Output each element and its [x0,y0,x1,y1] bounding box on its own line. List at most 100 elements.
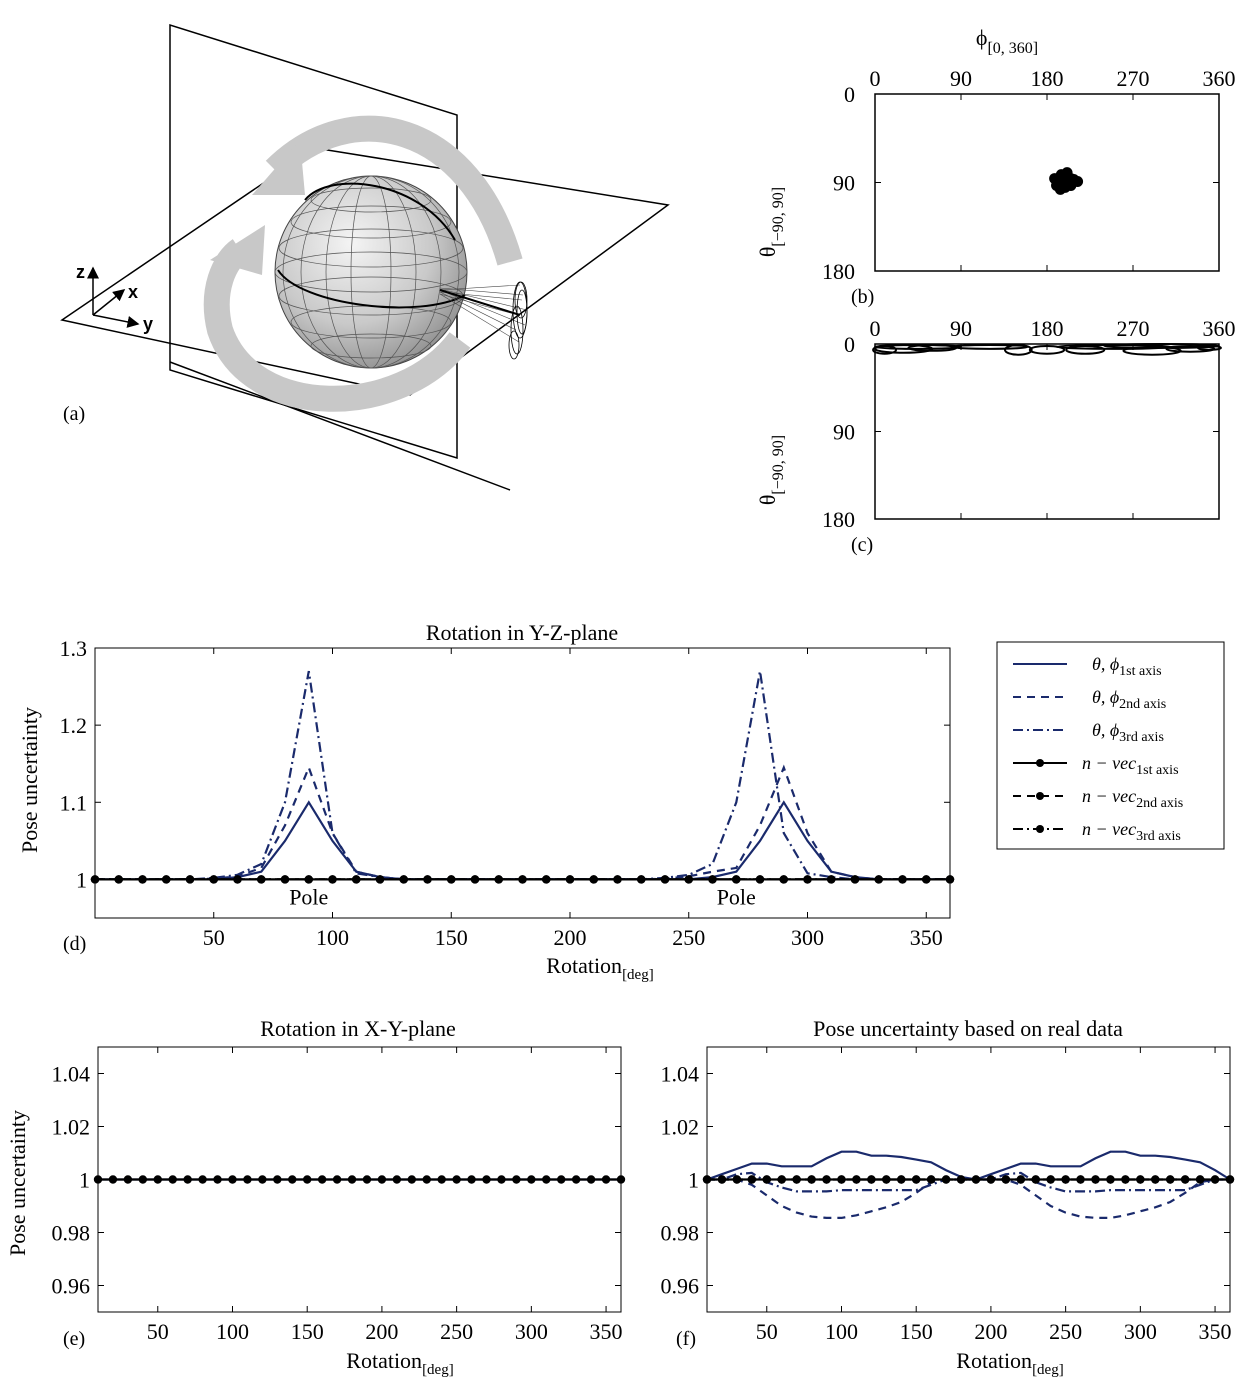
series-marker [708,875,717,884]
y-tick-label: 90 [833,420,855,445]
series-marker [747,1175,757,1184]
axis-z-label: z [76,262,85,282]
series-line-1 [707,1178,1230,1220]
series-marker [589,875,598,884]
x-tick-label: 180 [1031,66,1064,91]
vertical-plane [169,23,458,460]
series-marker [717,1175,727,1184]
series-marker [258,1175,267,1184]
series-marker [93,1175,103,1184]
data-point [1065,179,1077,191]
series-marker [792,1175,801,1184]
series-marker [837,1175,846,1184]
xlabel-b-sub: [0, 360] [987,40,1038,57]
series-marker [684,875,693,884]
axis-y-label: y [143,314,153,334]
series-marker [912,1175,921,1184]
series-marker [303,1175,312,1184]
plot-frame [874,343,1220,520]
series-marker [956,1175,966,1184]
plot-f: Pose uncertainty based on real data Rota… [661,1016,1235,1378]
series-marker [362,1175,372,1184]
series-marker [377,1175,387,1184]
series-marker [926,1175,936,1184]
series-marker [512,1175,521,1184]
panel-label-c: (c) [851,534,873,556]
series-marker [452,1175,461,1184]
series-marker [273,1175,282,1184]
x-tick-label: 270 [1117,316,1150,341]
y-tick-label: 0 [844,82,855,107]
series-marker [209,875,218,884]
series-marker [447,875,456,884]
y-tick-label: 180 [822,259,855,284]
ylabel-e: Pose uncertainty [5,1110,30,1256]
series-marker [1151,1175,1160,1184]
series-marker [945,875,955,884]
series-marker [280,875,290,884]
plot-b: ϕ[0, 360] θ[−90, 90] 0 90 180 270 360 0 90 180 [755,25,1236,284]
x-tick-label: 0 [870,316,881,341]
series-marker [317,1175,327,1184]
series-marker [732,875,741,884]
xlabel-e-sub: [deg] [422,1362,454,1378]
legend-label-sub: 2nd axis [1119,697,1166,712]
panel-label-d: (d) [63,933,86,955]
series-marker [660,875,670,884]
legend-label-sub: 2nd axis [1136,796,1183,811]
series-marker [898,875,907,884]
series-marker [228,1175,237,1184]
ylabel-c-main: θ [755,495,780,506]
data-point [1054,183,1066,195]
series-marker [198,1175,207,1184]
coord-axes: z x y [76,262,153,334]
series-marker [399,875,408,884]
series-marker [470,875,480,884]
x-tick-label: 50 [756,1319,778,1344]
plot-e: Rotation in X-Y-plane Rotation[deg] Pose… [5,1016,626,1378]
series-marker [777,1175,786,1184]
xlabel-d-main: Rotation [546,953,622,978]
x-tick-label: 360 [1203,66,1236,91]
series-marker [123,1175,133,1184]
series-marker [1121,1175,1130,1184]
legend-label: θ, ϕ2nd axis [1092,687,1166,712]
legend-label-sub: 1st axis [1136,763,1178,778]
series-marker [874,875,883,884]
series-line-0 [95,800,950,881]
series-marker [542,1175,551,1184]
legend-label-main: θ, ϕ [1092,720,1119,740]
xlabel-b-main: ϕ [976,25,988,50]
series-marker [762,1175,771,1184]
series-marker [1210,1175,1220,1184]
y-tick-label: 1.3 [60,636,88,661]
xlabel-e-main: Rotation [346,1348,422,1373]
legend-label-main: n − vec [1082,753,1136,773]
y-tick-label: 1 [688,1168,699,1193]
x-tick-label: 200 [365,1319,398,1344]
y-tick-label: 1.04 [52,1062,91,1087]
series-marker [304,875,313,884]
series-marker [732,1175,742,1184]
y-tick-label: 1.02 [661,1115,700,1140]
x-tick-label: 200 [974,1319,1007,1344]
legend-label-sub: 1st axis [1119,664,1161,679]
great-circle-2 [304,182,456,241]
series-marker [423,875,432,884]
legend-marker [1036,759,1044,767]
x-tick-label: 100 [316,925,349,950]
series-marker [114,875,123,884]
pole-annotation: Pole [289,885,328,910]
x-tick-label: 300 [515,1319,548,1344]
series-marker [616,1175,626,1184]
series-marker [518,875,527,884]
series-marker [1180,1175,1190,1184]
xlabel-f-main: Rotation [956,1348,1032,1373]
series-marker [867,1175,876,1184]
series-marker [702,1175,712,1184]
series-line-1 [95,764,950,881]
panel-label-e: (e) [63,1328,85,1350]
plane-edge [169,361,511,491]
uncertainty-ellipse [1065,344,1106,355]
